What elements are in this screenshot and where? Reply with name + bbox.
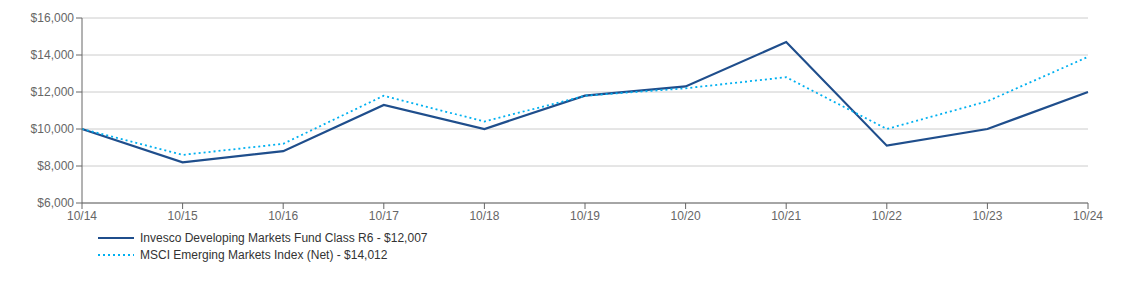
html-text:Invesco Developing Markets Fun: Invesco Developing Markets Fund Class R6… <box>140 231 428 245</box>
svg-text:$6,000: $6,000 <box>37 196 74 210</box>
svg-text:10/21: 10/21 <box>771 209 801 223</box>
svg-text:10/14: 10/14 <box>67 209 97 223</box>
svg-text:10/22: 10/22 <box>872 209 902 223</box>
svg-text:10/18: 10/18 <box>469 209 499 223</box>
svg-text:10/24: 10/24 <box>1073 209 1103 223</box>
svg-text:$16,000: $16,000 <box>31 11 75 25</box>
svg-text:$8,000: $8,000 <box>37 159 74 173</box>
svg-text:$10,000: $10,000 <box>31 122 75 136</box>
svg-text:10/16: 10/16 <box>268 209 298 223</box>
svg-text:$12,000: $12,000 <box>31 85 75 99</box>
svg-text:10/15: 10/15 <box>168 209 198 223</box>
svg-text:$14,000: $14,000 <box>31 48 75 62</box>
svg-text:10/20: 10/20 <box>671 209 701 223</box>
svg-text:10/19: 10/19 <box>570 209 600 223</box>
svg-text:10/17: 10/17 <box>369 209 399 223</box>
svg-text:10/23: 10/23 <box>972 209 1002 223</box>
html-text:MSCI Emerging Markets Index (N: MSCI Emerging Markets Index (Net) - $14,… <box>140 248 388 262</box>
